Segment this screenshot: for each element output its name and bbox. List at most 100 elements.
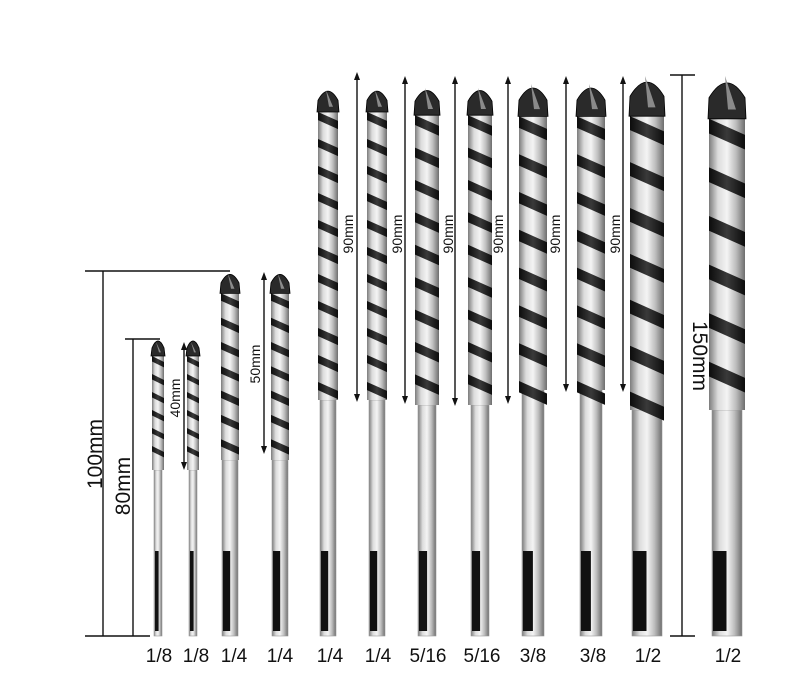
bit-spiral xyxy=(221,390,239,406)
dim-label-90mm: 90mm xyxy=(440,214,456,254)
bit-spiral xyxy=(577,192,605,216)
bit-spiral xyxy=(221,414,239,431)
tip-highlight xyxy=(645,76,656,108)
hex-shank-end xyxy=(713,551,727,631)
hex-shank-end xyxy=(633,551,647,631)
arrowhead-down xyxy=(181,462,187,470)
bit-spiral xyxy=(318,193,338,211)
bit-carbide-tip xyxy=(413,90,441,116)
bit-spiral xyxy=(577,116,605,141)
dim-label-150mm: 150mm xyxy=(688,320,711,392)
bit-spiral xyxy=(318,247,338,265)
arrowhead-down xyxy=(620,384,626,392)
dimension-lines xyxy=(85,72,695,637)
hex-shank-end xyxy=(321,551,329,631)
bit-spiral xyxy=(221,317,239,334)
bit-spiral xyxy=(318,166,338,184)
bit-spiral xyxy=(271,366,289,382)
arrowhead-down xyxy=(563,384,569,392)
arrowhead-down xyxy=(505,396,511,404)
bit-size-label: 1/2 xyxy=(634,646,662,667)
dim-label-50mm: 50mm xyxy=(247,344,263,384)
bit-spiral xyxy=(577,267,605,292)
bit-spiral xyxy=(221,366,239,382)
bit-spiral xyxy=(152,446,164,458)
bit-spiral xyxy=(468,147,492,169)
bit-spiral xyxy=(271,317,289,334)
bit-spiral xyxy=(709,216,745,247)
bit-spiral xyxy=(367,274,387,292)
tip-highlight xyxy=(478,88,486,109)
bit-size-label: 3/8 xyxy=(579,646,607,667)
tip-highlight xyxy=(589,84,598,110)
hex-shank-end xyxy=(223,551,231,631)
arrowhead-up xyxy=(261,272,267,280)
bit-carbide-tip xyxy=(466,90,494,116)
bit-spiral xyxy=(577,343,605,368)
bit-spiral xyxy=(318,112,338,130)
drill-bit xyxy=(575,84,607,637)
bit-size-label: 3/8 xyxy=(519,646,547,667)
arrowhead-up xyxy=(354,72,360,80)
dim-label-100mm: 100mm xyxy=(84,418,107,490)
bit-spiral xyxy=(415,147,439,169)
bit-spiral xyxy=(367,166,387,184)
bit-size-label: 1/8 xyxy=(182,646,210,667)
bit-spiral xyxy=(709,313,745,344)
bit-spiral xyxy=(577,154,605,179)
bit-spiral xyxy=(318,355,338,373)
bit-spiral xyxy=(519,116,547,141)
tip-highlight xyxy=(156,342,161,353)
drill-bit xyxy=(219,274,241,637)
bit-size-label: 1/4 xyxy=(220,646,248,667)
bit-spiral xyxy=(318,220,338,238)
bit-spiral xyxy=(415,374,439,395)
bit-spiral xyxy=(318,274,338,292)
bit-spiral xyxy=(468,342,492,363)
bit-carbide-tip xyxy=(517,87,549,117)
dim-label-90mm: 90mm xyxy=(607,214,623,254)
bit-carbide-tip xyxy=(365,90,389,113)
bit-spiral xyxy=(577,381,605,405)
tip-highlight xyxy=(228,274,235,289)
bit-spiral xyxy=(367,355,387,373)
bit-spiral xyxy=(468,374,492,395)
bit-carbide-tip xyxy=(707,82,747,120)
bit-spiral xyxy=(152,374,164,386)
bit-spiral xyxy=(415,180,439,201)
dim-label-90mm: 90mm xyxy=(490,214,506,254)
bit-spiral xyxy=(271,342,289,358)
bit-size-label: 1/4 xyxy=(266,646,294,667)
bit-spiral xyxy=(367,382,387,400)
dim-label-90mm: 90mm xyxy=(547,214,563,254)
bit-spiral xyxy=(709,118,745,150)
bit-spiral xyxy=(630,299,664,329)
bit-spiral xyxy=(630,162,664,192)
bit-spiral xyxy=(367,247,387,265)
dim-label-90mm: 90mm xyxy=(340,214,356,254)
bit-carbide-tip xyxy=(628,81,666,117)
bit-spiral xyxy=(271,414,289,431)
bit-spiral xyxy=(709,264,745,296)
bit-spiral xyxy=(519,154,547,179)
tip-highlight xyxy=(725,76,736,110)
bit-spiral xyxy=(709,361,745,393)
arrowhead-up xyxy=(402,76,408,84)
drill-bit xyxy=(150,340,166,637)
bit-spiral xyxy=(519,381,547,405)
arrowhead-down xyxy=(354,394,360,402)
bit-spiral xyxy=(187,446,199,458)
arrowhead-up xyxy=(452,76,458,84)
bit-spiral xyxy=(630,345,664,375)
bit-spiral xyxy=(468,309,492,331)
drill-bit xyxy=(269,274,291,637)
arrowhead-down xyxy=(452,398,458,406)
bit-spiral xyxy=(187,428,199,440)
bit-spiral xyxy=(630,208,664,238)
bit-size-label: 1/8 xyxy=(145,646,173,667)
bit-spiral xyxy=(468,180,492,201)
bit-spiral xyxy=(187,392,199,404)
arrowhead-up xyxy=(505,76,511,84)
bit-size-label: 1/4 xyxy=(316,646,344,667)
